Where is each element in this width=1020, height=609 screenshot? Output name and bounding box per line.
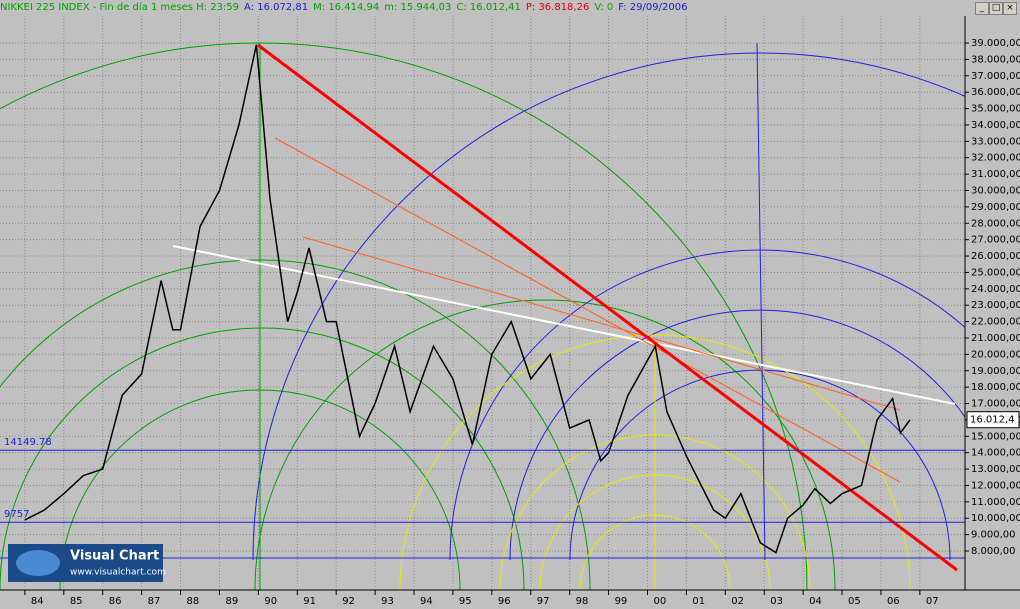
- y-tick-label: 8.000,00: [971, 546, 1016, 557]
- y-tick-label: 23.000,00: [971, 300, 1020, 311]
- gann-arc: [399, 334, 911, 590]
- x-tick-label: 97: [537, 596, 550, 607]
- x-tick-label: 96: [498, 596, 511, 607]
- y-tick-label: 13.000,00: [971, 464, 1020, 475]
- series: [0, 44, 965, 554]
- x-tick-label: 07: [926, 596, 939, 607]
- x-tick-label: 06: [887, 596, 900, 607]
- header-volume: V: 0: [594, 2, 614, 13]
- logo: Visual Chart www.visualchart.com: [8, 544, 166, 582]
- y-tick-label: 19.000,00: [971, 366, 1020, 377]
- y-tick-label: 14.000,00: [971, 448, 1020, 459]
- trend-line: [302, 236, 901, 411]
- drawings: [0, 42, 965, 590]
- x-tick-label: 92: [342, 596, 355, 607]
- x-tick-label: 85: [70, 596, 83, 607]
- x-tick-label: 84: [31, 596, 44, 607]
- y-tick-label: 36.000,00: [971, 87, 1020, 98]
- trend-line: [274, 137, 901, 483]
- x-tick-label: 88: [187, 596, 200, 607]
- y-tick-label: 32.000,00: [971, 153, 1020, 164]
- header: NIKKEI 225 INDEX - Fin de día 1 meses H:…: [0, 0, 1020, 16]
- y-tick-label: 22.000,00: [971, 317, 1020, 328]
- y-tick-label: 15.000,00: [971, 431, 1020, 442]
- y-tick-label: 11.000,00: [971, 497, 1020, 508]
- y-tick-label: 10.000,00: [971, 513, 1020, 524]
- y-tick-label: 37.000,00: [971, 71, 1020, 82]
- header-low: m: 15.944,03: [384, 2, 452, 13]
- y-tick-label: 29.000,00: [971, 202, 1020, 213]
- y-tick-label: 24.000,00: [971, 284, 1020, 295]
- last-price-box: [966, 411, 1020, 429]
- x-tick-label: 01: [692, 596, 705, 607]
- header-title: NIKKEI 225 INDEX - Fin de día 1 meses H:…: [0, 2, 240, 13]
- y-tick-label: 28.000,00: [971, 218, 1020, 229]
- price-line: [24, 44, 911, 554]
- y-tick-label: 12.000,00: [971, 480, 1020, 491]
- gann-arc: [569, 369, 951, 561]
- vertical-line: [756, 42, 766, 561]
- maximize-button[interactable]: □: [989, 2, 1003, 15]
- x-tick-label: 00: [653, 596, 666, 607]
- y-tick-label: 18.000,00: [971, 382, 1020, 393]
- y-tick-label: 21.000,00: [971, 333, 1020, 344]
- gann-arc: [509, 309, 965, 561]
- y-tick-label: 9.000,00: [971, 530, 1016, 541]
- y-tick-label: 34.000,00: [971, 120, 1020, 131]
- x-tick-label: 03: [770, 596, 783, 607]
- logo-icon: [16, 550, 60, 576]
- x-tick-label: 02: [731, 596, 744, 607]
- header-p: P: 36.818,26: [525, 2, 590, 13]
- y-tick-label: 39.000,00: [971, 38, 1020, 49]
- y-tick-label: 38.000,00: [971, 54, 1020, 65]
- level-label: 14149.78: [4, 437, 52, 448]
- level-label: 9757: [4, 509, 29, 520]
- header-open: A: 16.072,81: [244, 2, 309, 13]
- y-tick-label: 35.000,00: [971, 104, 1020, 115]
- y-tick-label: 17.000,00: [971, 399, 1020, 410]
- header-close: C: 16.012,41: [456, 2, 521, 13]
- y-tick-label: 31.000,00: [971, 169, 1020, 180]
- x-tick-label: 91: [303, 596, 316, 607]
- x-tick-label: 94: [420, 596, 433, 607]
- x-tick-label: 93: [381, 596, 394, 607]
- plot-area: [0, 16, 965, 590]
- x-tick-label: 04: [809, 596, 822, 607]
- y-tick-label: 30.000,00: [971, 186, 1020, 197]
- y-tick-label: 27.000,00: [971, 235, 1020, 246]
- gann-arc: [252, 52, 965, 561]
- header-date: F: 29/09/2006: [618, 2, 688, 13]
- x-tick-label: 86: [109, 596, 122, 607]
- minimize-button[interactable]: _: [975, 2, 989, 15]
- trend-line: [257, 43, 958, 572]
- logo-url: www.visualchart.com: [70, 568, 166, 578]
- close-button[interactable]: ×: [1003, 2, 1017, 15]
- y-tick-label: 20.000,00: [971, 349, 1020, 360]
- y-tick-label: 26.000,00: [971, 251, 1020, 262]
- gann-arc: [0, 327, 525, 590]
- x-tick-label: 99: [615, 596, 628, 607]
- trend-line: [172, 245, 956, 405]
- x-tick-label: 90: [264, 596, 277, 607]
- x-tick-label: 95: [459, 596, 472, 607]
- header-high: M: 16.414,94: [313, 2, 380, 13]
- x-tick-label: 89: [225, 596, 238, 607]
- y-tick-label: 33.000,00: [971, 136, 1020, 147]
- y-tick-label: 25.000,00: [971, 267, 1020, 278]
- last-price-label: 16.012,4: [970, 415, 1015, 426]
- x-tick-label: 98: [576, 596, 589, 607]
- grid: [0, 16, 965, 590]
- logo-name: Visual Chart: [70, 549, 159, 564]
- x-tick-label: 87: [148, 596, 161, 607]
- x-tick-label: 05: [848, 596, 861, 607]
